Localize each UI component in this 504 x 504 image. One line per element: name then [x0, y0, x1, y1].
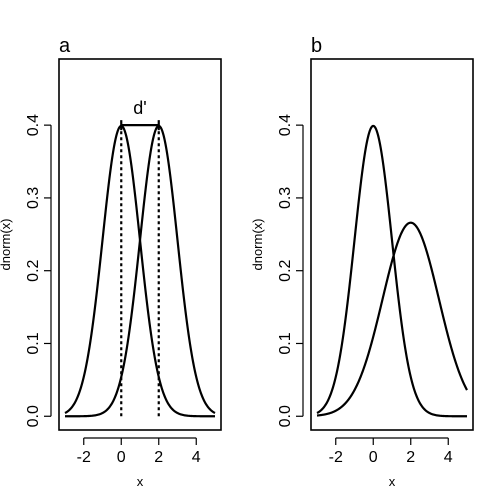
panel-label: a [59, 35, 71, 57]
panel-label: b [311, 35, 322, 57]
density-curve-2 [64, 124, 216, 418]
density-curve-2 [316, 221, 468, 417]
y-tick-label: 0.3 [25, 187, 42, 209]
y-tick-label: 0.4 [277, 114, 294, 136]
y-tick-label: 0.0 [25, 405, 42, 427]
panel-b: b -2 0 2 4 x 0.0 0.1 0.2 0.3 0.4 dnorm(x) [250, 35, 474, 489]
x-tick-label: 4 [192, 449, 201, 466]
y-tick-label: 0.3 [277, 187, 294, 209]
x-tick-label: 2 [406, 449, 415, 466]
y-tick-label: 0.4 [25, 114, 42, 136]
y-tick-label: 0.2 [277, 259, 294, 281]
panel-a: a -2 0 2 4 x 0.0 0.1 0.2 0.3 0.4 dnorm(x) d' [0, 35, 222, 489]
density-curve-1 [316, 124, 468, 418]
x-tick-label: 2 [154, 449, 163, 466]
x-tick-label: -2 [77, 449, 91, 466]
plot-frame [310, 58, 474, 431]
x-tick-label: 0 [369, 449, 378, 466]
x-axis-label: x [389, 474, 396, 489]
x-tick-label: -2 [329, 449, 343, 466]
y-tick-label: 0.1 [25, 332, 42, 354]
y-axis-label: dnorm(x) [0, 218, 13, 270]
y-tick-label: 0.1 [277, 332, 294, 354]
plot-frame [58, 58, 222, 431]
y-tick-label: 0.2 [25, 259, 42, 281]
x-tick-label: 4 [444, 449, 453, 466]
dprime-label: d' [133, 98, 146, 118]
y-axis-label: dnorm(x) [250, 218, 265, 270]
density-curve-1 [64, 124, 216, 418]
y-tick-label: 0.0 [277, 405, 294, 427]
x-axis-label: x [137, 474, 144, 489]
x-tick-label: 0 [117, 449, 126, 466]
